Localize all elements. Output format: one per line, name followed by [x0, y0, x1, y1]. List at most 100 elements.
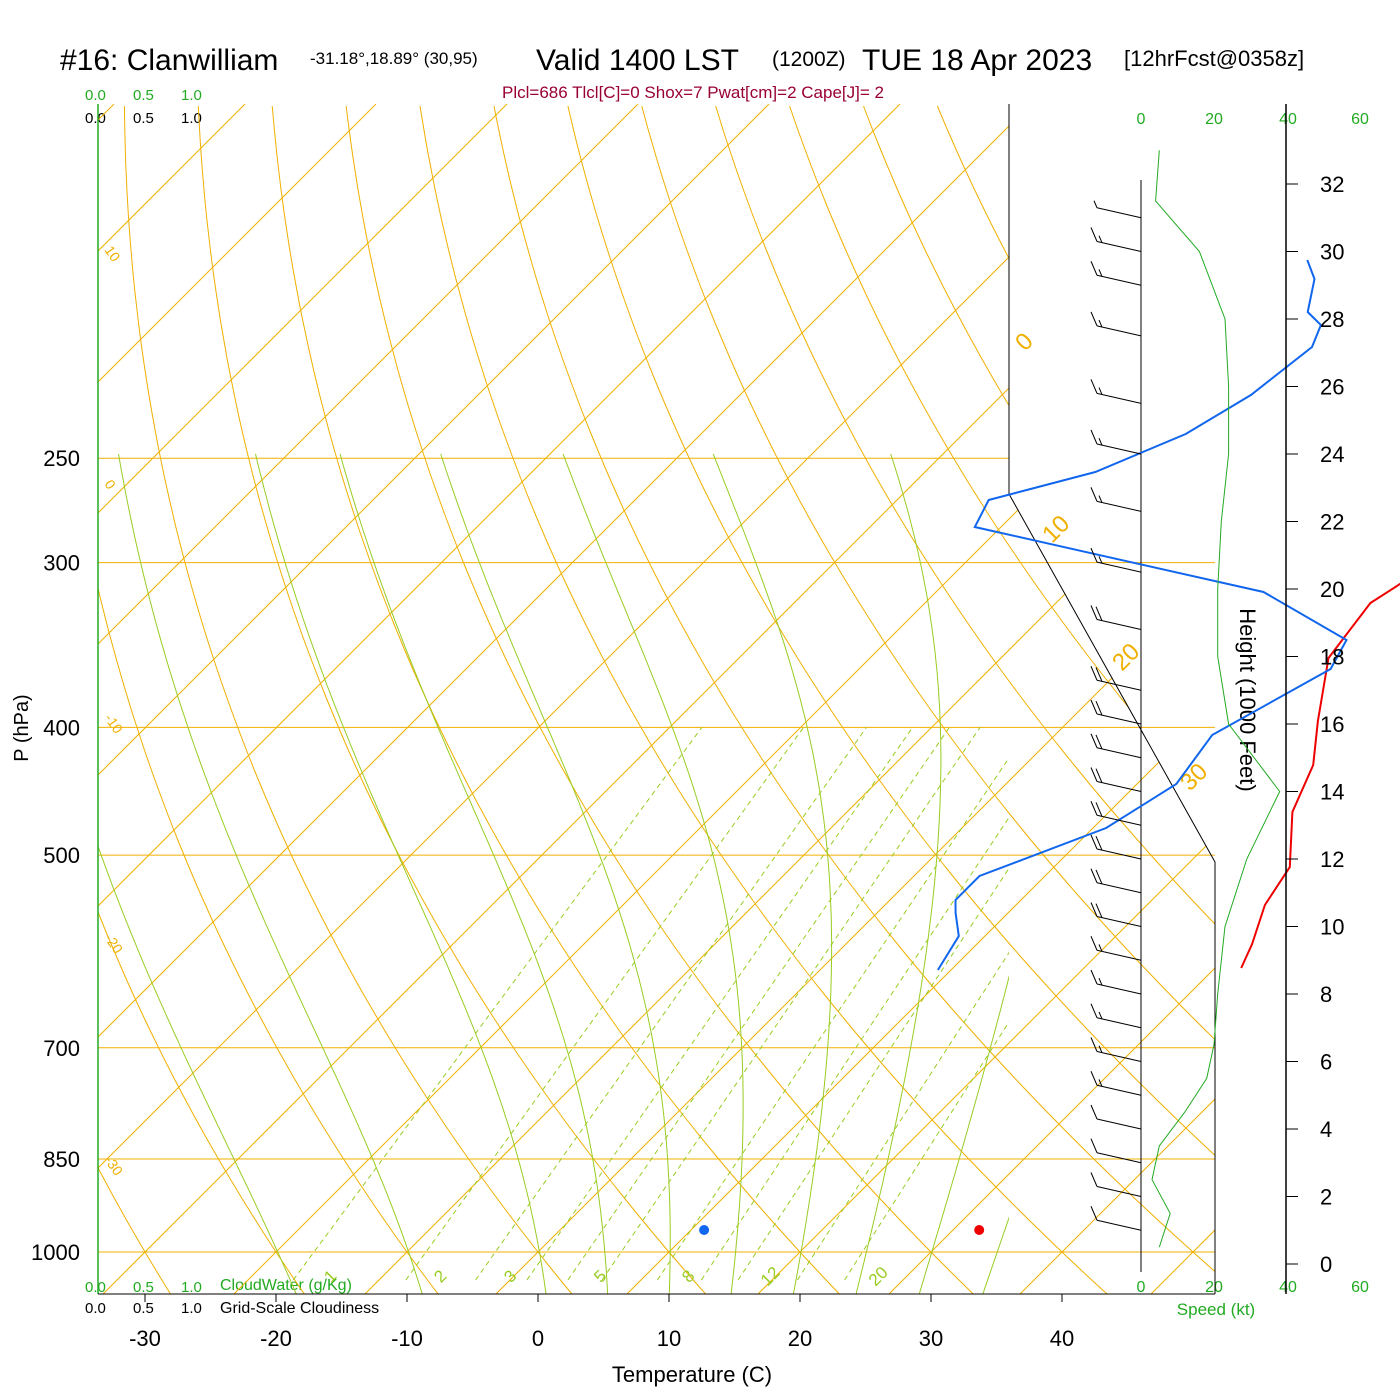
isotherm-line [98, 104, 377, 1294]
pressure-tick-label: 500 [43, 843, 80, 868]
wind-barb-feather [1090, 801, 1098, 816]
wind-barb [1090, 311, 1142, 337]
moist-adiabat-line [98, 844, 297, 1294]
temperature-tick-label: 30 [919, 1326, 943, 1351]
isotherm-line [888, 104, 1215, 1294]
mixing-ratio-label: 3 [500, 1266, 520, 1286]
wind-barb-feather [1090, 261, 1098, 276]
dry-adiabat-line [863, 105, 1215, 1294]
height-tick-label: 12 [1320, 847, 1344, 872]
dry-adiabat-line [1158, 105, 1215, 1294]
wind-barb [1090, 227, 1142, 252]
wind-barb-feather [1095, 701, 1103, 716]
dry-adiabat-line [197, 105, 706, 1294]
isotherm-line [98, 104, 901, 1294]
cloud-scale-bottom: 0.0 0.5 1.0 CloudWater (g/Kg) 0.0 0.5 1.… [85, 1277, 379, 1317]
wind-barb [1090, 767, 1142, 792]
mixing-ratio-line [737, 867, 1009, 1281]
wind-barb-feather [1090, 487, 1098, 502]
wind-barb-staff [1096, 1118, 1142, 1130]
mixing-ratio-line [567, 727, 950, 1281]
dry-adiabat-line [345, 105, 974, 1294]
temperature-tick-label: -30 [129, 1326, 161, 1351]
valid-date: TUE 18 Apr 2023 [862, 44, 1092, 77]
wind-barb-staff [1096, 561, 1142, 573]
mixing-ratio-line [475, 727, 867, 1281]
wind-barb-feather [1090, 1138, 1098, 1153]
wind-barb-staff [1096, 916, 1142, 927]
height-tick-label: 4 [1320, 1117, 1332, 1142]
wind-speed-profile-line [1151, 150, 1281, 1248]
wind-barb-feather [1090, 936, 1098, 951]
wind-barb-staff [1096, 747, 1142, 759]
moist-adiabat-line [918, 975, 1009, 1294]
cloud-scale-top: 0.0 0.5 1.0 0.0 0.5 1.0 [85, 87, 202, 127]
wind-barb-staff [1096, 1051, 1142, 1062]
mixing-ratio-line [656, 757, 1009, 1281]
wind-barb [1090, 487, 1142, 512]
isotherm-line [98, 104, 770, 1294]
wind-barb-feather [1095, 734, 1103, 750]
station-coords: -31.18°,18.89° (30,95) [310, 49, 478, 68]
temperature-tick-label: 0 [532, 1326, 544, 1351]
temperature-tick-label: 40 [1050, 1326, 1074, 1351]
wind-barb-feather [1095, 903, 1103, 918]
isotherm-line [98, 104, 1032, 1294]
speed-tick: 0 [1137, 1279, 1146, 1296]
speed-axis-bottom: 0 20 40 60 Speed (kt) [1137, 1279, 1369, 1319]
wind-barb [1090, 1138, 1142, 1164]
cloudwater-tick: 0.0 [85, 87, 106, 104]
wind-barb-feather [1095, 606, 1103, 621]
wind-barb [1090, 936, 1142, 961]
mixing-ratio-label: 2 [430, 1266, 450, 1286]
dry-adiabat-line [123, 105, 573, 1294]
x-axis-title: Temperature (C) [612, 1362, 772, 1387]
mixing-ratio-line [526, 727, 914, 1281]
speed-tick: 0 [1137, 111, 1146, 128]
dry-adiabat-line [715, 105, 1215, 1294]
wind-barb-feather [1090, 379, 1098, 394]
isotherm-line [98, 104, 246, 1294]
pressure-tick-label: 400 [43, 715, 80, 740]
wind-barb [1090, 834, 1142, 860]
pressure-tick-label: 850 [43, 1147, 80, 1172]
wind-barb-staff [1096, 983, 1142, 995]
isotherm-label: 0 [1010, 328, 1039, 357]
isotherm-label: -20 [102, 931, 127, 957]
isotherm-label: 20 [1107, 638, 1145, 676]
height-tick-label: 22 [1320, 510, 1344, 535]
wind-barb-feather [1090, 868, 1098, 883]
dry-adiabat-line [493, 105, 1215, 1294]
wind-barb-feather [1090, 834, 1098, 850]
station-title: #16: Clanwilliam [60, 44, 278, 77]
wind-barb [1090, 547, 1142, 573]
isotherm-label: -30 [102, 1153, 127, 1179]
valid-time: Valid 1400 LST [536, 44, 739, 77]
wind-barb [1090, 1104, 1142, 1130]
wind-barb-feather [1098, 495, 1103, 503]
wind-barb-staff [1096, 713, 1142, 725]
isotherm-line [1019, 104, 1215, 1294]
moist-adiabat-line [562, 453, 744, 1294]
zulu-time: (1200Z) [772, 48, 846, 71]
mixing-ratio-label: 20 [865, 1263, 892, 1290]
wind-barb-feather [1093, 200, 1098, 208]
mixing-ratio-line [700, 816, 1009, 1281]
dry-adiabat-line [419, 105, 1108, 1294]
isotherm-line [757, 104, 1215, 1294]
cloudwater-tick: 0.5 [133, 87, 154, 104]
speed-tick: 40 [1279, 1279, 1297, 1296]
isotherm-line [102, 104, 1215, 1294]
cloudiness-label: Grid-Scale Cloudiness [220, 1300, 379, 1317]
wind-barb-staff [1096, 500, 1142, 512]
wind-barb-feather [1090, 1172, 1098, 1187]
mixing-ratio-line [405, 727, 805, 1281]
moist-adiabat-line [339, 453, 609, 1294]
height-tick-label: 32 [1320, 172, 1344, 197]
isotherm-label: 10 [102, 243, 124, 265]
speed-axis-label: Speed (kt) [1177, 1300, 1255, 1319]
wind-barb-feather [1098, 319, 1103, 328]
height-tick-label: 30 [1320, 240, 1344, 265]
height-tick-label: 6 [1320, 1050, 1332, 1075]
wind-barb [1090, 429, 1142, 455]
